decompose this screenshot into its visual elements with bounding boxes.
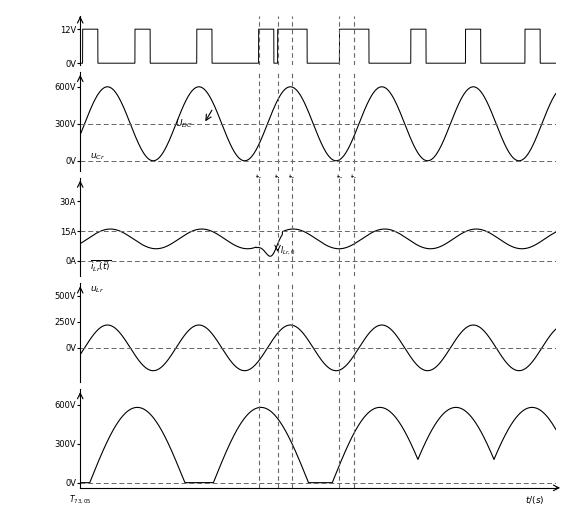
Text: $u_{Cr}$: $u_{Cr}$ [90, 152, 105, 162]
Text: t₄: t₄ [351, 174, 357, 183]
Text: $I_{Lr,0}$: $I_{Lr,0}$ [280, 245, 295, 257]
Text: t₃: t₃ [336, 174, 343, 183]
Text: $T_{73,05}$: $T_{73,05}$ [69, 494, 92, 506]
Text: 开关管T$_{{eq}}$的等效偶源驱动电压$u_{{gt}}$: 开关管T$_{{eq}}$的等效偶源驱动电压$u_{{gt}}$ [166, 90, 242, 103]
Text: $U_{DC}$: $U_{DC}$ [175, 117, 193, 130]
Text: t₁: t₁ [274, 174, 281, 183]
Text: $\overline{i_{Lr}(t)}$: $\overline{i_{Lr}(t)}$ [90, 259, 111, 274]
Text: t₀: t₀ [256, 174, 262, 183]
Text: $t/(s)$: $t/(s)$ [525, 494, 544, 506]
Text: t₂: t₂ [289, 174, 295, 183]
Text: $u_{Lr}$: $u_{Lr}$ [90, 284, 104, 295]
